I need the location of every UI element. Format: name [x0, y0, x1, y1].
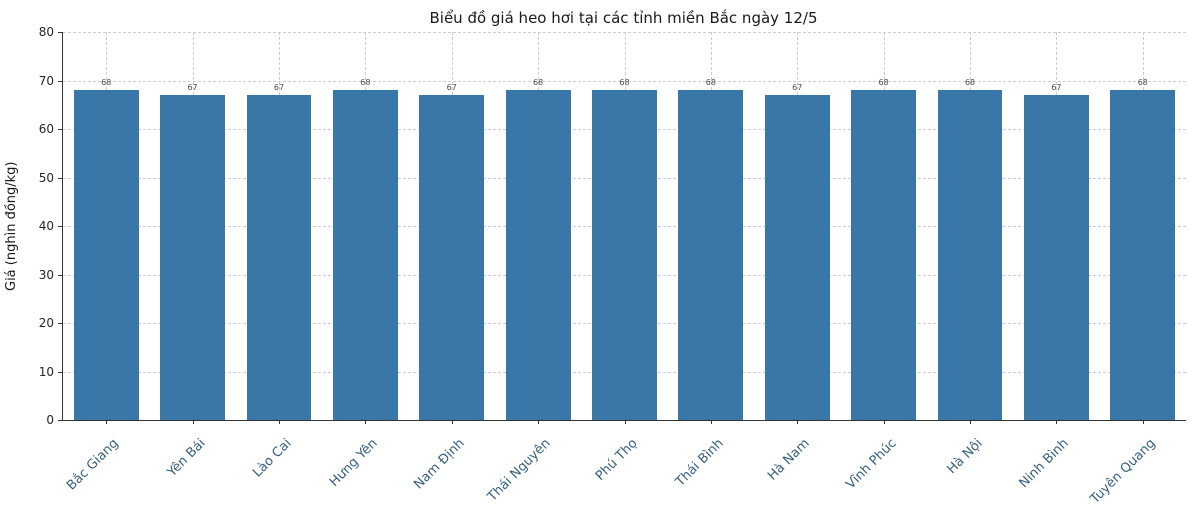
x-tick-mark [1056, 420, 1058, 424]
bar [592, 90, 657, 420]
bar [1110, 90, 1176, 420]
bar-value-label: 67 [187, 83, 198, 93]
x-tick-label: Thái Bình [672, 436, 727, 490]
bar [1024, 95, 1089, 420]
bar-value-label: 68 [619, 78, 630, 88]
y-tick-mark [58, 129, 62, 130]
bar [419, 95, 485, 420]
y-tick-mark [58, 80, 62, 82]
x-tick-mark [538, 420, 540, 424]
chart-title: Biểu đồ giá heo hơi tại các tỉnh miền Bắ… [429, 9, 818, 27]
x-tick-label: Ninh Bình [1016, 436, 1073, 492]
x-tick-mark [970, 420, 972, 424]
y-tick-label: 20 [38, 316, 54, 330]
y-tick-mark [58, 32, 62, 33]
x-tick-label: Hà Nam [765, 436, 813, 484]
bar-value-label: 68 [705, 78, 716, 88]
bar-value-label: 68 [1137, 78, 1148, 88]
bar-value-label: 68 [101, 78, 112, 88]
x-tick-label: Yên Bái [164, 436, 209, 480]
bar-value-label: 68 [360, 78, 371, 88]
x-tick-mark [106, 420, 108, 424]
y-tick-label: 0 [46, 413, 54, 427]
x-tick-mark [710, 420, 712, 424]
bar [937, 90, 1003, 420]
bar-value-label: 68 [878, 78, 889, 88]
bar-value-label: 67 [792, 83, 803, 93]
x-tick-mark [365, 420, 367, 424]
x-tick-mark [797, 420, 799, 424]
bar [160, 95, 225, 420]
bar [678, 90, 744, 420]
y-tick-mark [58, 420, 62, 421]
bar [505, 90, 571, 420]
bar-value-label: 67 [273, 83, 285, 93]
x-tick-mark [624, 420, 626, 424]
x-tick-mark [1142, 420, 1144, 424]
bar-value-label: 67 [446, 83, 457, 93]
y-tick-label: 30 [38, 267, 54, 282]
bar-value-label: 67 [1051, 83, 1062, 93]
x-tick-label: Hà Nội [944, 436, 986, 478]
x-tick-mark [883, 420, 885, 424]
y-tick-label: 70 [38, 73, 54, 88]
bar [764, 95, 830, 420]
y-tick-mark [58, 371, 62, 373]
bar [73, 90, 139, 420]
plot-area: 68 67 67 68 67 68 68 68 67 68 68 67 68 [58, 32, 1186, 424]
y-tick-label: 50 [38, 170, 54, 185]
x-tick-mark [192, 420, 194, 424]
y-tick-mark [58, 177, 62, 179]
x-tick-label: Bắc Giang [64, 436, 122, 494]
x-tick-label: Vĩnh Phúc [842, 436, 900, 493]
bar-value-label: 68 [533, 78, 544, 88]
y-tick-label: 60 [38, 122, 54, 136]
y-tick-mark [58, 323, 62, 324]
x-tick-label: Nam Định [410, 436, 468, 493]
y-tick-mark [58, 274, 62, 276]
y-tick-label: 80 [38, 25, 54, 39]
x-tick-mark [278, 420, 280, 424]
bar [246, 95, 312, 420]
x-tick-mark [451, 420, 453, 424]
x-tick-label: Thái Nguyên [485, 436, 554, 505]
x-axis-tick-labels: Bắc Giang Yên Bái Lào Cai Hưng Yên Nam Định T… [62, 426, 1185, 511]
x-tick-label: Phú Thọ [592, 436, 641, 484]
y-axis-tick-labels: 0 10 20 30 40 50 60 70 80 [0, 25, 54, 427]
bar [332, 90, 398, 420]
x-tick-label: Lào Cai [250, 436, 295, 481]
y-tick-label: 40 [38, 219, 54, 233]
y-tick-label: 10 [38, 364, 54, 379]
y-tick-mark [58, 226, 62, 227]
bar-value-label: 68 [964, 78, 976, 88]
x-tick-label: Hưng Yên [327, 436, 381, 490]
x-tick-label: Tuyên Quang [1087, 436, 1159, 507]
bar [851, 90, 917, 420]
